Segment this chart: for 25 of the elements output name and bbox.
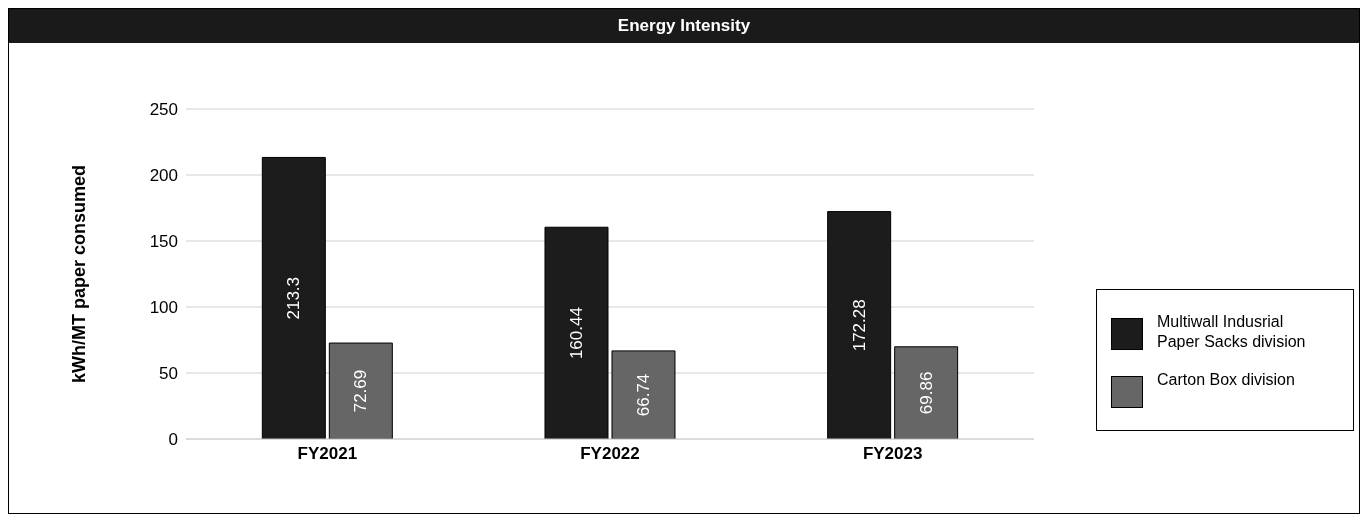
y-tick-label: 50 (159, 364, 178, 384)
legend-label: Multiwall Indusrial Paper Sacks division (1157, 312, 1307, 352)
bar (544, 226, 609, 439)
y-tick-label: 250 (149, 100, 178, 120)
data-label: 69.86 (916, 371, 936, 415)
y-tick-label: 100 (149, 298, 178, 318)
bar (328, 342, 393, 439)
y-axis-title: kWh/MT paper consumed (69, 164, 90, 384)
data-label: 72.69 (351, 369, 371, 413)
x-tick-label: FY2023 (862, 444, 923, 464)
x-tick-label: FY2021 (297, 444, 358, 464)
text: Carton Box division (1157, 370, 1296, 390)
chart-title: Energy Intensity (9, 9, 1359, 43)
bar (261, 156, 326, 439)
data-label: 172.28 (849, 299, 869, 352)
bar (894, 346, 959, 439)
data-label: 66.74 (633, 373, 653, 417)
data-label: 213.3 (284, 276, 304, 320)
bar (611, 350, 676, 439)
x-tick-label: FY2022 (580, 444, 640, 464)
y-tick-label: 200 (149, 166, 178, 186)
y-tick-label: 0 (168, 430, 178, 450)
y-tick-label: 150 (149, 232, 178, 252)
bar (827, 211, 892, 439)
data-label: 160.44 (566, 307, 586, 360)
